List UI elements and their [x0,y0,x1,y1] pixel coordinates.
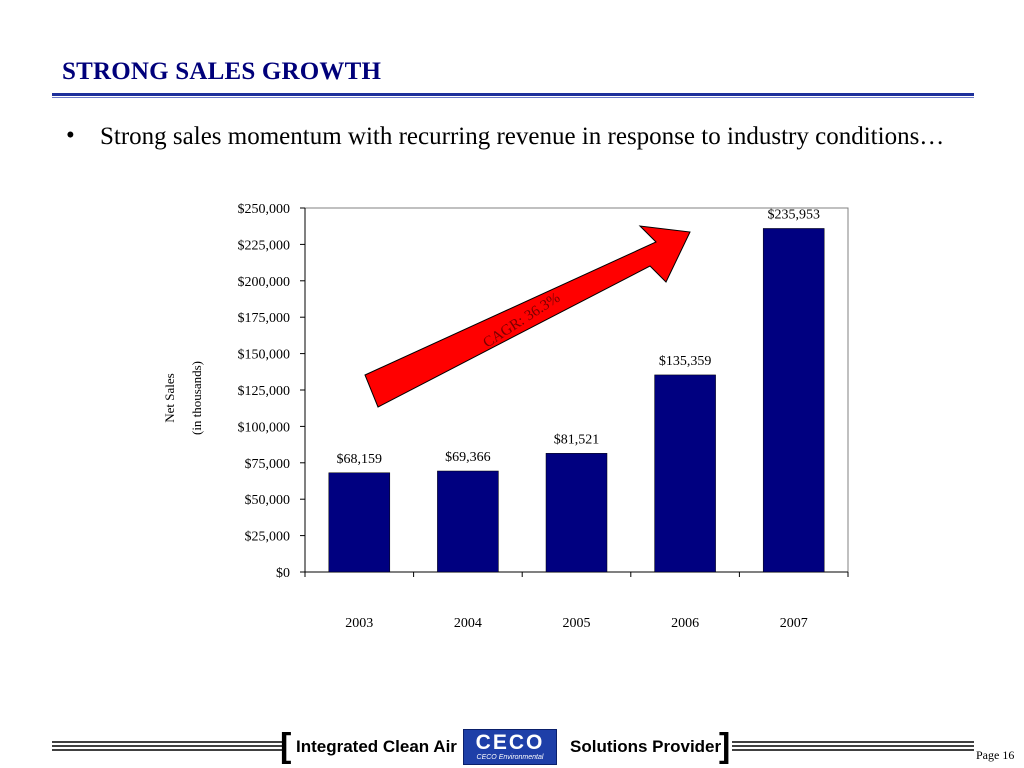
bar-2006 [654,374,716,573]
page-number: Page 16 [976,748,1015,762]
footer-rules [52,741,974,751]
y-tick-label: $150,000 [238,348,291,363]
bar-2005 [545,453,608,573]
title-rule [52,93,974,96]
data-label: $135,359 [659,354,712,369]
x-tick-label: 2004 [454,616,482,631]
x-tick-label: 2003 [345,616,373,631]
bar-2007 [762,228,825,573]
y-axis-subtitle: (in thousands) [189,361,204,435]
data-label: $68,159 [337,452,383,467]
net-sales-bar-chart: $0 $25,000 $50,000 $75,000 $100,000 $125,000 $… [162,202,849,631]
y-tick-label: $225,000 [238,238,291,253]
x-tick-label: 2007 [780,616,808,631]
footer-left-bracket: [ [280,727,292,765]
bullet-text: Strong sales momentum with recurring rev… [100,123,945,150]
x-tick-label: 2005 [563,616,591,631]
y-tick-label: $250,000 [238,202,291,217]
data-label: $81,521 [554,432,600,447]
bullet-marker: • [66,122,75,149]
ceco-logo: CECO CECO Environmental [463,729,557,765]
y-tick-label: $25,000 [245,530,291,545]
y-tick-label: $0 [276,566,290,581]
bar-2004 [437,470,499,573]
y-tick-label: $175,000 [238,311,291,326]
cagr-arrow [364,225,691,408]
title-rule-thin [52,97,974,98]
data-label: $235,953 [767,207,820,222]
data-label: $69,366 [445,450,491,465]
x-tick-label: 2006 [671,616,699,631]
bar-2003 [328,472,391,573]
y-tick-label: $50,000 [245,493,291,508]
y-tick-label: $100,000 [238,420,291,435]
logo-subtitle: CECO Environmental [476,754,544,761]
y-axis-title: Net Sales [162,373,177,422]
footer-right-text: Solutions Provider [570,737,722,756]
footer-left-text: Integrated Clean Air [296,737,457,756]
y-tick-label: $200,000 [238,275,291,290]
logo-word: CECO [475,731,545,754]
y-tick-label: $125,000 [238,384,291,399]
footer-right-bracket: ] [719,727,731,765]
slide-title: STRONG SALES GROWTH [62,58,382,85]
y-tick-label: $75,000 [245,457,291,472]
